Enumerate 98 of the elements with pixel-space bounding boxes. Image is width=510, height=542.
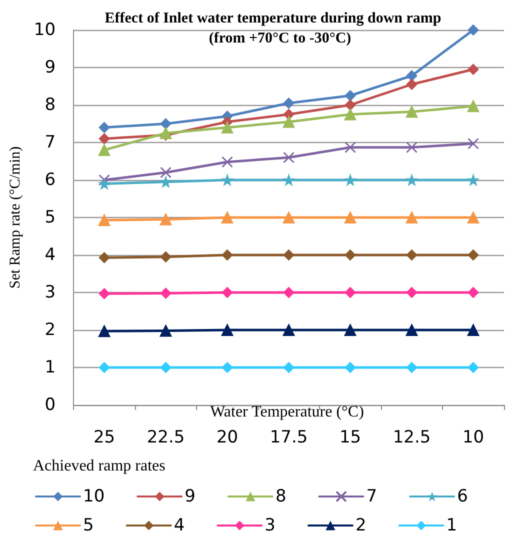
point	[283, 98, 294, 109]
point	[282, 212, 295, 224]
x-axis-title: Water Temperature (°C)	[210, 404, 364, 420]
point	[160, 324, 172, 337]
legend-label: 10	[83, 486, 105, 506]
y-tick-label: 7	[44, 132, 56, 152]
point	[406, 70, 418, 82]
point	[406, 106, 418, 118]
point	[160, 176, 172, 188]
point	[468, 287, 479, 298]
point	[160, 166, 172, 178]
point	[344, 324, 356, 336]
legend-label: 4	[174, 516, 185, 536]
point	[222, 174, 233, 186]
point	[467, 100, 480, 112]
point	[98, 214, 110, 226]
x-tick-label: 25	[93, 428, 116, 448]
point	[406, 174, 418, 186]
point	[98, 325, 110, 338]
y-tick-label: 6	[44, 170, 56, 190]
point	[344, 250, 356, 260]
point	[344, 108, 356, 120]
point	[98, 144, 110, 156]
point	[468, 174, 479, 186]
point	[468, 24, 479, 36]
point	[406, 324, 418, 336]
point	[160, 118, 172, 130]
point	[468, 362, 479, 373]
point	[283, 174, 294, 186]
x-tick-label: 17.5	[270, 428, 308, 448]
legend-label: 3	[264, 516, 276, 536]
point	[221, 212, 234, 224]
point	[468, 250, 479, 260]
point	[344, 287, 356, 298]
point	[283, 152, 295, 164]
y-tick-label: 1	[44, 358, 56, 378]
point	[344, 362, 356, 373]
point	[406, 287, 418, 298]
point	[344, 90, 356, 102]
point	[467, 324, 480, 336]
point	[282, 116, 295, 128]
point	[283, 362, 294, 373]
point	[221, 324, 234, 336]
point	[283, 287, 294, 298]
point	[406, 78, 418, 90]
x-tick-label: 10	[462, 428, 484, 448]
legend-label: 6	[457, 486, 468, 506]
y-tick-label: 0	[44, 395, 56, 415]
chart-subtitle: (from +70°C to -30°C)	[208, 30, 352, 46]
point	[98, 178, 110, 190]
point	[344, 142, 356, 154]
point	[160, 362, 172, 373]
point	[221, 122, 234, 134]
point	[98, 133, 110, 144]
y-tick-label: 9	[44, 58, 56, 78]
point	[282, 324, 295, 336]
point	[406, 362, 418, 373]
y-axis-title: Set Ramp rate (°C/min)	[8, 146, 24, 289]
point	[98, 122, 110, 133]
legend-label: 5	[83, 516, 94, 536]
legend-title: Achieved ramp rates	[33, 458, 166, 474]
point	[98, 252, 110, 264]
y-tick-label: 4	[44, 245, 56, 265]
y-tick-label: 3	[44, 282, 56, 302]
point	[160, 288, 172, 299]
point	[467, 212, 480, 224]
legend-label: 9	[184, 486, 196, 506]
legend-label: 1	[446, 516, 458, 536]
y-tick-label: 5	[44, 208, 56, 228]
x-tick-label: 15	[339, 428, 362, 448]
x-tick-label: 22.5	[146, 428, 185, 448]
legend-label: 8	[275, 486, 286, 506]
y-tick-label: 2	[44, 320, 56, 340]
x-tick-label: 12.5	[392, 428, 431, 448]
point	[222, 156, 234, 168]
point	[222, 287, 233, 298]
point	[406, 142, 418, 154]
point	[468, 138, 479, 150]
point	[344, 174, 356, 186]
y-tick-label: 8	[44, 95, 56, 115]
point	[222, 362, 233, 373]
legend-label: 7	[366, 486, 378, 506]
point	[406, 212, 418, 224]
point	[283, 250, 294, 260]
point	[222, 250, 233, 260]
point	[468, 64, 479, 75]
point	[98, 288, 110, 300]
point	[98, 362, 110, 373]
point	[344, 212, 356, 224]
point	[344, 100, 356, 110]
legend-label: 2	[355, 516, 366, 536]
chart-title: Effect of Inlet water temperature during down ramp	[104, 10, 442, 26]
point	[160, 213, 172, 226]
y-tick-label: 10	[34, 20, 56, 40]
point	[406, 250, 418, 260]
x-tick-label: 20	[216, 428, 238, 448]
point	[160, 251, 172, 262]
point	[98, 174, 110, 186]
